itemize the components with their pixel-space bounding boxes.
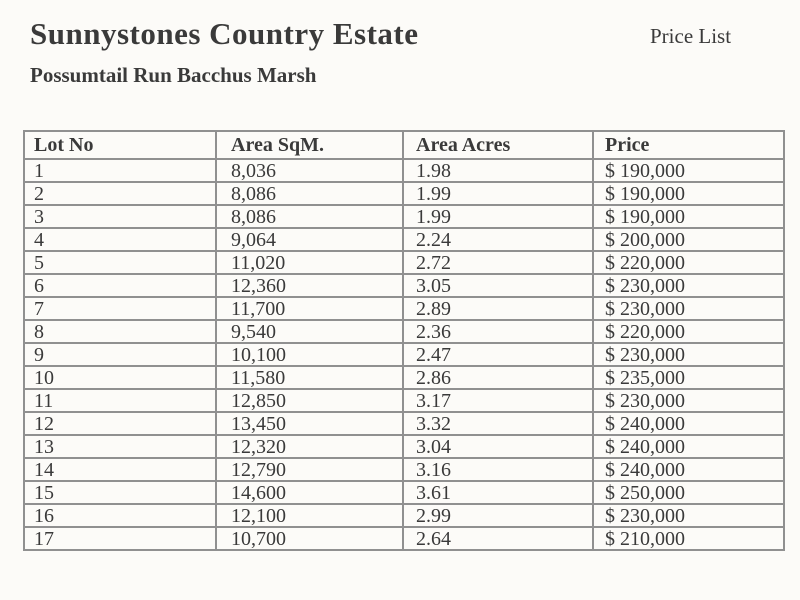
cell-area-acres: 3.17 [402, 388, 594, 413]
table-row: 5 11,020 2.72 $ 220,000 [23, 250, 785, 275]
cell-price: $ 230,000 [592, 342, 785, 367]
cell-price: $ 200,000 [592, 227, 785, 252]
cell-price: $ 235,000 [592, 365, 785, 390]
cell-price: $ 240,000 [592, 411, 785, 436]
cell-price: $ 220,000 [592, 250, 785, 275]
cell-price: $ 230,000 [592, 273, 785, 298]
cell-area-acres: 2.99 [402, 503, 594, 528]
cell-area-acres: 2.47 [402, 342, 594, 367]
cell-lot-no: 4 [23, 227, 217, 252]
price-table-body: 1 8,036 1.98 $ 190,000 2 8,086 1.99 $ 190,000 3 8… [23, 158, 785, 551]
cell-area-acres: 1.99 [402, 204, 594, 229]
cell-area-sqm: 12,790 [215, 457, 404, 482]
col-header-price: Price [592, 130, 785, 160]
page-title: Sunnystones Country Estate [30, 16, 419, 51]
price-table: Lot No Area SqM. Area Acres Price 1 8,036… [23, 130, 785, 551]
cell-area-acres: 2.36 [402, 319, 594, 344]
cell-lot-no: 3 [23, 204, 217, 229]
cell-area-acres: 2.64 [402, 526, 594, 551]
table-row: 1 8,036 1.98 $ 190,000 [23, 158, 785, 183]
cell-lot-no: 11 [23, 388, 217, 413]
cell-area-sqm: 10,700 [215, 526, 404, 551]
doc-type-label: Price List [650, 24, 732, 48]
table-row: 13 12,320 3.04 $ 240,000 [23, 434, 785, 459]
cell-lot-no: 17 [23, 526, 217, 551]
cell-area-sqm: 13,450 [215, 411, 404, 436]
cell-area-acres: 3.32 [402, 411, 594, 436]
cell-lot-no: 12 [23, 411, 217, 436]
cell-area-sqm: 12,320 [215, 434, 404, 459]
table-row: 14 12,790 3.16 $ 240,000 [23, 457, 785, 482]
table-header-row: Lot No Area SqM. Area Acres Price [23, 130, 785, 160]
table-row: 15 14,600 3.61 $ 250,000 [23, 480, 785, 505]
cell-area-acres: 3.61 [402, 480, 594, 505]
cell-area-sqm: 9,064 [215, 227, 404, 252]
cell-area-sqm: 12,360 [215, 273, 404, 298]
col-header-area-acres: Area Acres [402, 130, 594, 160]
cell-lot-no: 15 [23, 480, 217, 505]
cell-area-sqm: 11,020 [215, 250, 404, 275]
cell-lot-no: 9 [23, 342, 217, 367]
cell-area-sqm: 12,100 [215, 503, 404, 528]
table-row: 6 12,360 3.05 $ 230,000 [23, 273, 785, 298]
cell-area-sqm: 12,850 [215, 388, 404, 413]
cell-area-sqm: 9,540 [215, 319, 404, 344]
cell-lot-no: 14 [23, 457, 217, 482]
cell-price: $ 190,000 [592, 204, 785, 229]
cell-area-sqm: 11,700 [215, 296, 404, 321]
cell-lot-no: 16 [23, 503, 217, 528]
cell-price: $ 220,000 [592, 319, 785, 344]
cell-area-sqm: 10,100 [215, 342, 404, 367]
table-row: 8 9,540 2.36 $ 220,000 [23, 319, 785, 344]
cell-area-acres: 2.86 [402, 365, 594, 390]
table-row: 16 12,100 2.99 $ 230,000 [23, 503, 785, 528]
col-header-lot-no: Lot No [23, 130, 217, 160]
cell-lot-no: 6 [23, 273, 217, 298]
table-row: 7 11,700 2.89 $ 230,000 [23, 296, 785, 321]
cell-area-sqm: 8,086 [215, 204, 404, 229]
cell-area-sqm: 14,600 [215, 480, 404, 505]
table-row: 4 9,064 2.24 $ 200,000 [23, 227, 785, 252]
cell-area-acres: 2.24 [402, 227, 594, 252]
cell-price: $ 240,000 [592, 457, 785, 482]
cell-price: $ 210,000 [592, 526, 785, 551]
cell-price: $ 190,000 [592, 158, 785, 183]
cell-price: $ 250,000 [592, 480, 785, 505]
table-row: 9 10,100 2.47 $ 230,000 [23, 342, 785, 367]
cell-lot-no: 2 [23, 181, 217, 206]
cell-area-acres: 3.05 [402, 273, 594, 298]
cell-price: $ 230,000 [592, 296, 785, 321]
cell-area-acres: 1.99 [402, 181, 594, 206]
cell-area-acres: 2.89 [402, 296, 594, 321]
page-subtitle: Possumtail Run Bacchus Marsh [30, 63, 317, 87]
col-header-area-sqm: Area SqM. [215, 130, 404, 160]
cell-lot-no: 10 [23, 365, 217, 390]
cell-area-sqm: 8,086 [215, 181, 404, 206]
cell-price: $ 230,000 [592, 388, 785, 413]
cell-price: $ 240,000 [592, 434, 785, 459]
table-row: 3 8,086 1.99 $ 190,000 [23, 204, 785, 229]
cell-lot-no: 8 [23, 319, 217, 344]
cell-lot-no: 7 [23, 296, 217, 321]
cell-area-acres: 3.16 [402, 457, 594, 482]
cell-area-acres: 2.72 [402, 250, 594, 275]
table-row: 2 8,086 1.99 $ 190,000 [23, 181, 785, 206]
cell-area-sqm: 8,036 [215, 158, 404, 183]
cell-lot-no: 1 [23, 158, 217, 183]
cell-lot-no: 13 [23, 434, 217, 459]
cell-price: $ 190,000 [592, 181, 785, 206]
cell-area-acres: 1.98 [402, 158, 594, 183]
table-row: 11 12,850 3.17 $ 230,000 [23, 388, 785, 413]
table-row: 12 13,450 3.32 $ 240,000 [23, 411, 785, 436]
cell-area-sqm: 11,580 [215, 365, 404, 390]
cell-lot-no: 5 [23, 250, 217, 275]
cell-area-acres: 3.04 [402, 434, 594, 459]
cell-price: $ 230,000 [592, 503, 785, 528]
table-row: 17 10,700 2.64 $ 210,000 [23, 526, 785, 551]
table-row: 10 11,580 2.86 $ 235,000 [23, 365, 785, 390]
